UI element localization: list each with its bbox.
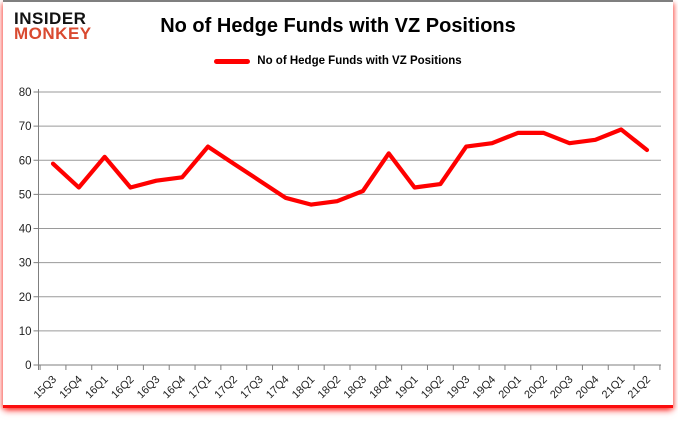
svg-text:17Q1: 17Q1 [187, 374, 215, 402]
svg-text:15Q4: 15Q4 [57, 374, 85, 402]
svg-text:19Q2: 19Q2 [419, 374, 447, 402]
x-axis-labels: 15Q315Q416Q116Q216Q316Q417Q117Q217Q317Q4… [32, 374, 654, 402]
svg-text:17Q3: 17Q3 [238, 374, 266, 402]
svg-text:10: 10 [19, 326, 32, 338]
svg-text:21Q1: 21Q1 [600, 374, 628, 402]
svg-text:20: 20 [19, 292, 32, 304]
svg-text:15Q3: 15Q3 [32, 374, 60, 402]
svg-text:19Q3: 19Q3 [445, 374, 473, 402]
svg-text:16Q2: 16Q2 [109, 374, 137, 402]
svg-text:20Q4: 20Q4 [574, 374, 602, 402]
line-chart-plot: 0 10 20 30 40 50 60 70 80 15Q315Q416Q116Q216Q316… [19, 87, 661, 402]
svg-text:17Q4: 17Q4 [264, 374, 292, 402]
svg-text:60: 60 [19, 155, 32, 167]
svg-text:0: 0 [25, 360, 31, 372]
svg-text:70: 70 [19, 121, 32, 133]
svg-text:21Q2: 21Q2 [626, 374, 654, 402]
legend-label: No of Hedge Funds with VZ Positions [257, 55, 462, 67]
gridlines [38, 91, 661, 332]
svg-text:18Q2: 18Q2 [316, 374, 344, 402]
svg-text:18Q1: 18Q1 [290, 374, 318, 402]
svg-text:19Q1: 19Q1 [393, 374, 421, 402]
svg-text:30: 30 [19, 258, 32, 270]
svg-text:17Q2: 17Q2 [212, 374, 240, 402]
chart-legend: No of Hedge Funds with VZ Positions [3, 55, 673, 67]
svg-text:40: 40 [19, 224, 32, 236]
legend-line-marker [214, 58, 251, 64]
axis-ticks [33, 91, 661, 370]
axes [38, 89, 661, 370]
logo-text-insider: INSIDER [14, 9, 87, 28]
svg-text:20Q1: 20Q1 [496, 374, 524, 402]
svg-text:16Q1: 16Q1 [83, 374, 111, 402]
svg-text:20Q3: 20Q3 [548, 374, 576, 402]
series-line [50, 127, 650, 207]
svg-text:20Q2: 20Q2 [522, 374, 550, 402]
svg-text:18Q3: 18Q3 [342, 374, 370, 402]
svg-text:16Q3: 16Q3 [135, 374, 163, 402]
svg-text:18Q4: 18Q4 [367, 374, 395, 402]
logo-text-monkey: MONKEY [14, 24, 92, 43]
svg-text:16Q4: 16Q4 [161, 374, 189, 402]
chart-title: No of Hedge Funds with VZ Positions [160, 15, 516, 37]
chart-widget: INSIDER MONKEY No of Hedge Funds with VZ… [3, 0, 673, 408]
y-axis-labels: 0 10 20 30 40 50 60 70 80 [19, 87, 32, 372]
insider-monkey-logo: INSIDER MONKEY [14, 9, 92, 43]
svg-text:50: 50 [19, 189, 32, 201]
svg-text:19Q4: 19Q4 [471, 374, 499, 402]
svg-text:80: 80 [19, 87, 32, 99]
